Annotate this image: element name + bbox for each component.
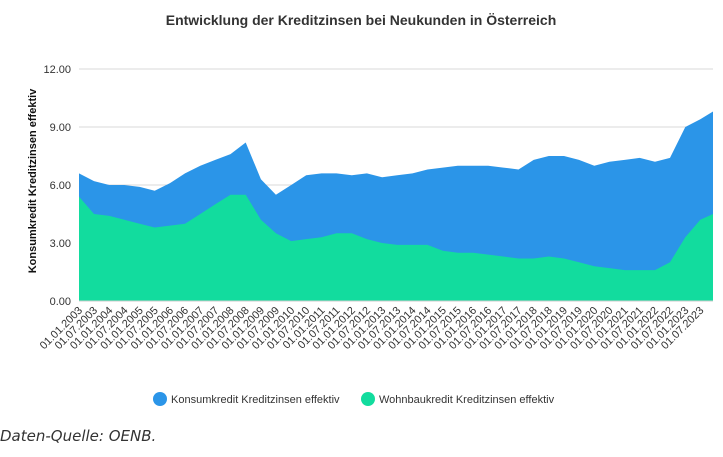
legend-marker-konsumkredit [153,392,167,406]
y-axis-label: Konsumkredit Kreditzinsen effektiv [27,88,39,273]
legend: Konsumkredit Kreditzinsen effektiv Wohnb… [153,392,555,406]
y-tick-label: 3.00 [50,238,71,250]
series-area-wohnbaukredit[interactable] [79,194,713,301]
legend-marker-wohnbaukredit [361,392,375,406]
y-tick-label: 9.00 [50,122,71,134]
legend-item-konsumkredit[interactable]: Konsumkredit Kreditzinsen effektiv [153,392,340,406]
chart: Entwicklung der Kreditzinsen bei Neukund… [27,12,713,406]
legend-label-wohnbaukredit: Wohnbaukredit Kreditzinsen effektiv [379,394,555,406]
x-axis-ticks: 01.01.200301.07.200301.01.200401.07.2004… [38,305,707,352]
y-tick-label: 6.00 [50,180,71,192]
chart-title: Entwicklung der Kreditzinsen bei Neukund… [166,12,557,28]
plot-area [79,111,713,301]
legend-item-wohnbaukredit[interactable]: Wohnbaukredit Kreditzinsen effektiv [361,392,555,406]
legend-label-konsumkredit: Konsumkredit Kreditzinsen effektiv [171,394,340,406]
y-tick-label: 12.00 [43,64,71,76]
source-note: Daten-Quelle: OENB. [0,427,157,445]
y-axis-ticks: 0.00 3.00 6.00 9.00 12.00 [43,64,71,308]
y-tick-label: 0.00 [50,296,71,308]
